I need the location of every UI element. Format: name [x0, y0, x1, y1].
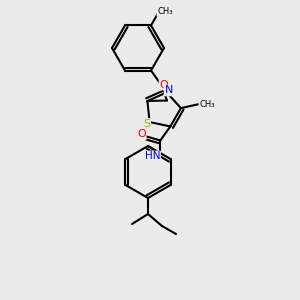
Text: CH₃: CH₃: [157, 7, 173, 16]
Text: N: N: [165, 85, 173, 95]
Text: S: S: [143, 119, 150, 129]
Text: CH₃: CH₃: [199, 100, 215, 109]
Text: O: O: [137, 129, 146, 140]
Text: O: O: [160, 80, 168, 89]
Text: HN: HN: [145, 152, 160, 161]
